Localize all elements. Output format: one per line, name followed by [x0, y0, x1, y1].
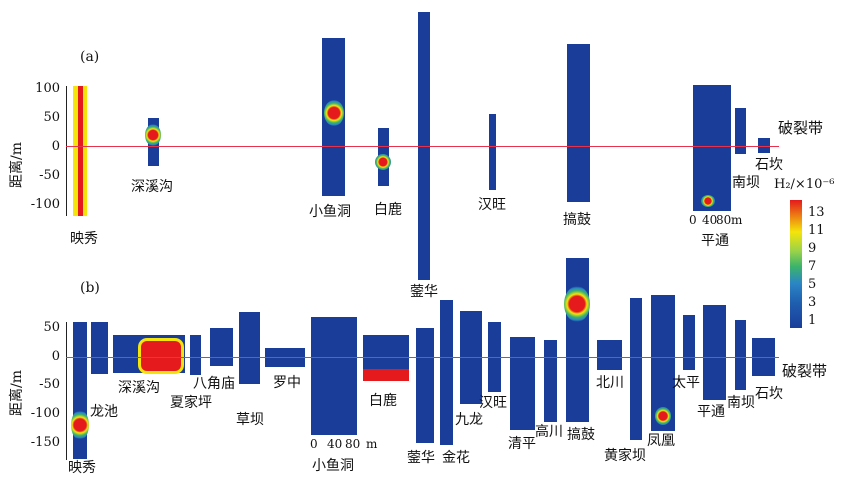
- site-label: 夏家坪: [170, 395, 212, 411]
- site-label: 八角庙: [193, 376, 235, 392]
- site-label: 南坝: [732, 175, 760, 191]
- site-label: 汉旺: [479, 395, 507, 411]
- scale-tick: 80: [716, 213, 732, 227]
- y-tick: -150: [30, 435, 60, 450]
- site-label: 小鱼洞: [309, 204, 351, 220]
- site-label: 罗中: [273, 375, 301, 391]
- site-label: 深溪沟: [118, 380, 160, 396]
- y-tick: 50: [43, 320, 60, 335]
- profile-xiaoyudong-b: [311, 317, 357, 435]
- site-label: 蓥华: [410, 284, 438, 300]
- site-label: 映秀: [70, 231, 98, 247]
- site-label: 石坎: [755, 386, 783, 402]
- panel-a-y-label: 距离/m: [9, 142, 25, 188]
- site-label: 搞鼓: [567, 427, 595, 443]
- site-label: 搞鼓: [563, 212, 591, 228]
- legend-title: H₂/×10⁻⁶: [774, 177, 835, 192]
- panel-b-tag: (b): [80, 280, 100, 296]
- y-tick: -50: [39, 377, 60, 392]
- profile-bailu-b: [363, 335, 409, 381]
- profile-nanba-b: [735, 320, 746, 390]
- profile-xiajiaping-b: [190, 335, 201, 375]
- panel-b-axis-line: [66, 322, 67, 460]
- scale-tick: 40: [702, 213, 718, 227]
- profile-gaogu-b: [564, 258, 590, 422]
- scale-tick: 0: [689, 213, 697, 227]
- profile-gaochuan-b: [544, 340, 557, 422]
- scale-unit: m: [366, 437, 378, 451]
- y-tick: -100: [30, 406, 60, 421]
- legend-tick: 3: [808, 295, 817, 310]
- profile-yingxiu-b: [71, 322, 89, 459]
- legend-tick: 9: [808, 241, 817, 256]
- profile-huangjiaba-b: [630, 298, 642, 440]
- profile-yingxiu-a: [73, 86, 87, 216]
- legend-tick: 7: [808, 259, 817, 274]
- site-label: 清平: [508, 436, 536, 452]
- site-label: 蓥华: [407, 450, 435, 466]
- legend-tick: 1: [808, 313, 817, 328]
- site-label: 白鹿: [374, 202, 402, 218]
- profile-caoba-b: [239, 312, 260, 384]
- y-tick: 0: [51, 349, 60, 364]
- profile-longchi-b: [91, 322, 108, 374]
- panel-a-tag: (a): [80, 49, 100, 65]
- site-label: 映秀: [68, 460, 96, 476]
- profile-fenghuang-b: [651, 295, 675, 431]
- profile-qingping-b: [510, 337, 535, 430]
- profile-shenxigou-a: [145, 118, 161, 166]
- site-label: 平通: [701, 233, 729, 249]
- scale-unit: m: [731, 213, 743, 227]
- site-label: 凤凰: [647, 433, 675, 449]
- scale-tick: 40: [327, 437, 343, 451]
- site-label: 白鹿: [369, 393, 397, 409]
- profile-yinghua-b: [416, 328, 434, 443]
- profile-bailu-a: [375, 128, 391, 186]
- scale-tick: 80: [345, 437, 361, 451]
- site-label: 金花: [442, 450, 470, 466]
- profile-pingtong-b: [703, 305, 726, 400]
- panel-a-fault-line: [66, 146, 779, 147]
- site-label: 深溪沟: [131, 179, 173, 195]
- y-tick: 100: [35, 81, 60, 96]
- profile-jinhua-b: [440, 300, 453, 445]
- profile-xiaoyudong-a: [322, 38, 345, 196]
- scale-tick: 0: [310, 437, 318, 451]
- panel-a-axis-line: [66, 86, 67, 216]
- profile-hanwang-a: [489, 114, 496, 190]
- legend-tick: 13: [808, 205, 825, 220]
- legend-tick: 5: [808, 277, 817, 292]
- panel-b-y-label: 距离/m: [9, 370, 25, 416]
- site-label: 龙池: [90, 404, 118, 420]
- site-label: 南坝: [727, 395, 755, 411]
- profile-pingtong-a: [693, 85, 731, 211]
- legend-colorbar: [790, 200, 802, 328]
- site-label: 高川: [535, 424, 563, 440]
- profile-gaogu-a: [567, 44, 590, 202]
- panel-b-fault-line: [66, 357, 779, 358]
- profile-taiping-b: [683, 315, 695, 370]
- site-label: 小鱼洞: [312, 458, 354, 474]
- y-tick: 0: [51, 139, 60, 154]
- profile-beichuan-b: [597, 340, 622, 370]
- site-label: 太平: [672, 375, 700, 391]
- y-tick: 50: [43, 110, 60, 125]
- site-label: 草坝: [236, 412, 264, 428]
- y-tick: -50: [39, 168, 60, 183]
- site-label: 平通: [697, 404, 725, 420]
- panel-b-fault-label: 破裂带: [782, 362, 828, 380]
- profile-nanba-a: [735, 108, 746, 154]
- panel-a-fault-label: 破裂带: [778, 119, 824, 137]
- site-label: 汉旺: [478, 197, 506, 213]
- site-label: 石坎: [755, 157, 783, 173]
- legend-tick: 11: [808, 223, 825, 238]
- profile-bajiaomiao-b: [210, 328, 233, 366]
- y-tick: -100: [30, 197, 60, 212]
- site-label: 九龙: [455, 412, 483, 428]
- profile-shikan-a: [758, 138, 770, 153]
- profile-shenxigou-b: [113, 335, 185, 373]
- site-label: 黄家坝: [604, 448, 646, 464]
- site-label: 北川: [596, 375, 624, 391]
